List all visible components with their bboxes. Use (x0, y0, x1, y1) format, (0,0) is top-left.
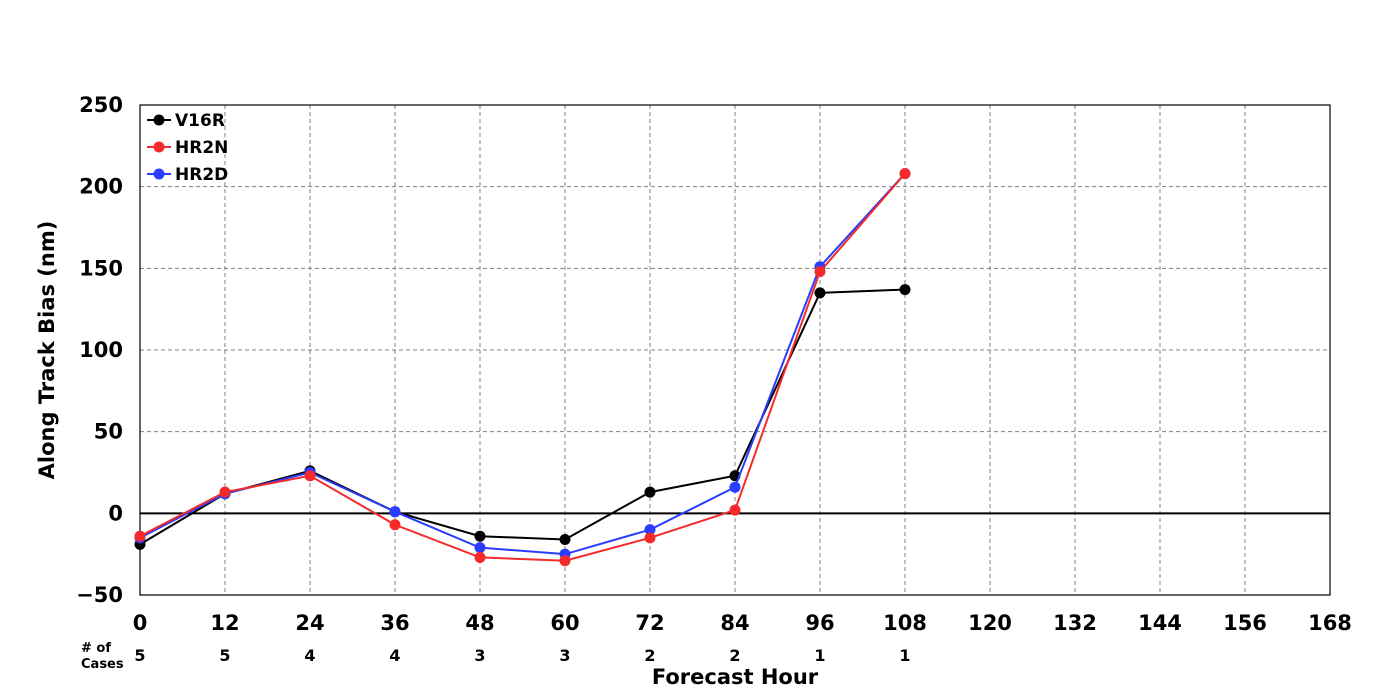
legend-swatch-marker (153, 114, 165, 126)
legend-label: V16R (175, 111, 225, 131)
y-axis-ticks: −50 0 50 100 150 200 250 (76, 93, 123, 607)
data-point-hr2n (814, 266, 826, 278)
series-line-hr2d (139, 172, 906, 556)
x-tick-label: 60 (550, 611, 579, 635)
legend-item-v16r: V16R (147, 111, 225, 131)
y-tick-label: 0 (108, 501, 123, 525)
data-point-hr2n (899, 168, 911, 180)
legend: V16R HR2N HR2D (147, 111, 228, 185)
data-point-hr2d (644, 524, 656, 536)
legend-swatch-marker (153, 168, 165, 180)
data-point-hr2d (389, 506, 401, 518)
x-axis-label: Forecast Hour (652, 665, 819, 689)
case-count: 4 (304, 646, 315, 665)
x-axis-ticks: 0 12 24 36 48 60 72 84 96 108 120 132 144 156 168 (133, 611, 1352, 635)
legend-swatch-marker (153, 141, 165, 153)
case-counts: # of Cases 5 5 4 4 3 3 2 2 1 1 (81, 641, 911, 672)
x-tick-label: 144 (1138, 611, 1182, 635)
data-series (134, 168, 911, 567)
case-count: 3 (474, 646, 485, 665)
data-point-hr2n (644, 532, 656, 544)
case-count: 4 (389, 646, 400, 665)
series-line-v16r (139, 288, 906, 546)
data-point-hr2n (134, 530, 146, 542)
case-count: 2 (644, 646, 655, 665)
x-tick-label: 72 (635, 611, 664, 635)
x-tick-label: 84 (720, 611, 749, 635)
plot-area-frame (139, 104, 1331, 596)
data-point-hr2n (559, 555, 571, 567)
data-point-hr2n (389, 519, 401, 531)
y-tick-label: 200 (79, 175, 123, 199)
data-point-hr2n (304, 470, 316, 482)
case-count: 5 (219, 646, 230, 665)
data-point-v16r (474, 530, 486, 542)
series-hr2n (134, 168, 911, 567)
legend-label: HR2D (175, 165, 228, 185)
legend-item-hr2n: HR2N (147, 138, 228, 158)
x-tick-label: 132 (1053, 611, 1097, 635)
case-count: 1 (899, 646, 910, 665)
series-line-hr2n (139, 172, 906, 562)
x-tick-label: 156 (1223, 611, 1267, 635)
data-point-hr2n (219, 486, 231, 498)
series-v16r (134, 284, 911, 550)
case-count: 1 (814, 646, 825, 665)
legend-label: HR2N (175, 138, 228, 158)
y-axis-label: Along Track Bias (nm) (35, 221, 59, 480)
x-tick-label: 48 (465, 611, 494, 635)
case-count: 5 (134, 646, 145, 665)
series-hr2d (134, 168, 911, 560)
data-point-hr2n (729, 504, 741, 516)
cases-label-line2: Cases (81, 657, 124, 672)
y-tick-label: −50 (76, 583, 123, 607)
data-point-v16r (559, 533, 571, 545)
x-tick-label: 24 (295, 611, 324, 635)
x-tick-label: 0 (133, 611, 148, 635)
case-count: 3 (559, 646, 570, 665)
y-tick-label: 50 (94, 420, 123, 444)
x-tick-label: 96 (805, 611, 834, 635)
data-point-hr2d (729, 481, 741, 493)
cases-label-line1: # of (81, 641, 111, 656)
data-point-hr2n (474, 551, 486, 563)
x-tick-label: 12 (210, 611, 239, 635)
data-point-v16r (814, 287, 826, 299)
y-tick-label: 150 (79, 256, 123, 280)
case-count: 2 (729, 646, 740, 665)
x-tick-label: 168 (1308, 611, 1352, 635)
x-tick-label: 120 (968, 611, 1012, 635)
data-point-v16r (899, 284, 911, 296)
legend-item-hr2d: HR2D (147, 165, 228, 185)
data-point-v16r (644, 486, 656, 498)
data-point-hr2d (474, 542, 486, 554)
x-tick-label: 108 (883, 611, 927, 635)
grid-lines (139, 104, 1331, 596)
y-tick-label: 100 (79, 338, 123, 362)
y-tick-label: 250 (79, 93, 123, 117)
x-tick-label: 36 (380, 611, 409, 635)
